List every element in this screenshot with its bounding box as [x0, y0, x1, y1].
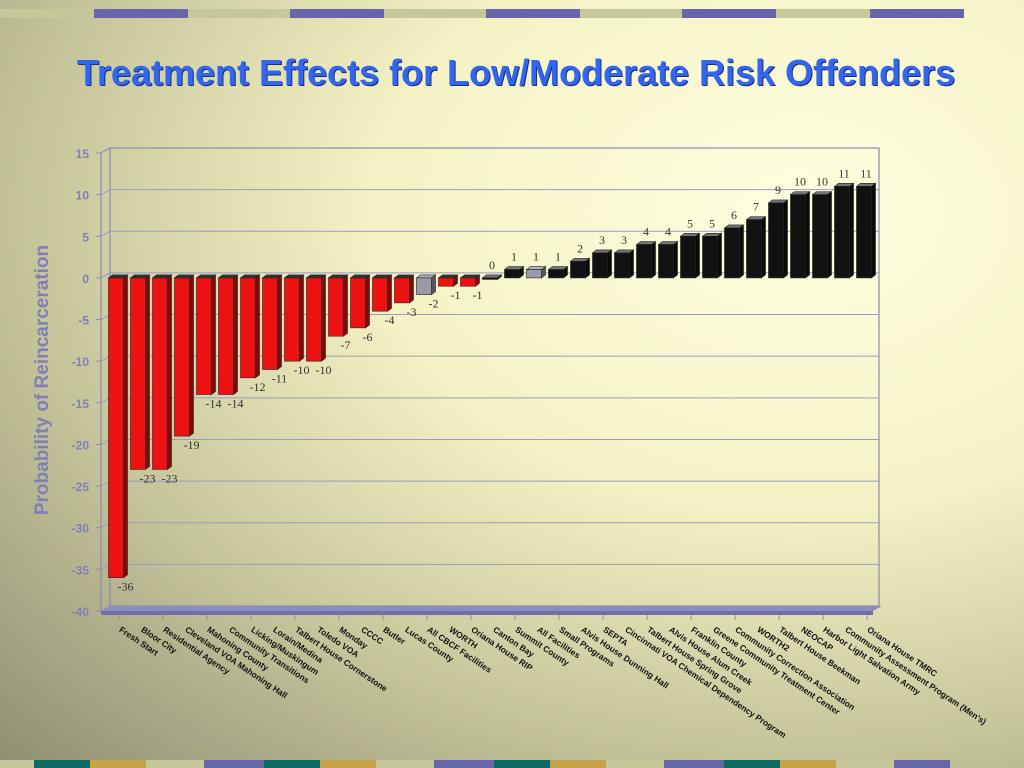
- bar: [789, 191, 811, 279]
- y-tick-label: -40: [72, 605, 90, 619]
- bar-value-label: 2: [577, 241, 583, 255]
- bar: [679, 232, 701, 279]
- bar-value-label: -36: [118, 580, 134, 594]
- bar: [811, 191, 833, 279]
- gridline: [100, 314, 879, 320]
- y-tick-label: 10: [76, 189, 90, 203]
- y-tick-label: -10: [72, 355, 90, 369]
- bar-value-label: 1: [555, 250, 561, 264]
- bar: [173, 274, 195, 437]
- y-tick-label: -15: [72, 397, 90, 411]
- x-category-label: Community Assessment Program (Men's): [843, 624, 988, 726]
- bar: [129, 274, 151, 471]
- gridline: [100, 438, 879, 445]
- y-tick-label: -35: [72, 563, 90, 577]
- x-category-label: Butler: [381, 624, 408, 646]
- y-tick-label: 15: [76, 147, 90, 161]
- bar: [327, 274, 349, 337]
- y-tick-label: 0: [82, 272, 89, 286]
- gridline: [100, 563, 879, 570]
- bar-value-label: -6: [363, 330, 373, 344]
- bar-value-label: -4: [385, 313, 395, 327]
- bar-value-label: -14: [206, 396, 222, 410]
- bar: [415, 274, 437, 296]
- plot-floor: [101, 606, 882, 611]
- bar-value-label: 5: [687, 216, 693, 230]
- bar-value-label: -12: [250, 380, 266, 394]
- bar-value-label: 6: [731, 208, 737, 222]
- bar: [701, 232, 723, 279]
- bar-value-label: -14: [228, 396, 244, 410]
- bar-value-label: -1: [451, 288, 461, 302]
- bar-value-label: 9: [775, 183, 781, 197]
- bar: [239, 274, 261, 379]
- bar-value-label: 3: [599, 233, 605, 247]
- bar: [723, 224, 745, 279]
- y-tick-label: 5: [82, 230, 89, 244]
- bar-value-label: -23: [162, 471, 178, 485]
- bar: [745, 216, 767, 279]
- bar: [481, 274, 503, 281]
- bar-value-label: 10: [816, 175, 828, 189]
- y-tick-label: -30: [72, 522, 90, 536]
- bar-value-label: -3: [407, 305, 417, 319]
- bar-value-label: 11: [838, 166, 850, 180]
- bar: [459, 274, 481, 287]
- bar: [151, 274, 173, 471]
- bar-value-label: -1: [473, 288, 483, 302]
- gridline: [100, 355, 879, 362]
- bar-value-label: 4: [665, 225, 671, 239]
- bar-value-label: 11: [860, 166, 872, 180]
- bar: [195, 274, 217, 396]
- bar: [217, 274, 239, 396]
- bar-value-label: -10: [294, 363, 310, 377]
- y-tick-label: -20: [72, 438, 90, 452]
- top-accent-stripe: [0, 9, 1024, 18]
- bar-value-label: -10: [316, 363, 332, 377]
- gridline: [100, 147, 879, 154]
- bar-value-label: 1: [511, 250, 517, 264]
- gridline: [100, 480, 879, 487]
- gridline: [100, 522, 879, 529]
- bar: [657, 241, 679, 279]
- bar: [305, 274, 327, 362]
- bar: [591, 249, 613, 279]
- bar-value-label: -2: [429, 297, 439, 311]
- bar: [107, 274, 129, 579]
- bar: [855, 182, 877, 279]
- bar-value-label: -7: [341, 338, 351, 352]
- bar: [547, 265, 569, 279]
- bottom-accent-stripe: [0, 760, 1024, 768]
- bar: [371, 274, 393, 312]
- bar-value-label: 10: [794, 175, 806, 189]
- bar-value-label: -19: [184, 438, 200, 452]
- bar-value-label: 1: [533, 250, 539, 264]
- bar-value-label: 4: [643, 225, 649, 239]
- bar: [349, 274, 371, 329]
- bar: [833, 182, 855, 279]
- bar-value-label: 3: [621, 233, 627, 247]
- y-tick-label: -5: [78, 314, 89, 328]
- bar: [635, 241, 657, 279]
- bar: [393, 274, 415, 304]
- bar-value-label: -23: [140, 471, 156, 485]
- bar: [283, 274, 305, 362]
- y-tick-label: -25: [72, 480, 90, 494]
- bar: [613, 249, 635, 279]
- bar: [767, 199, 789, 279]
- gridline: [100, 189, 879, 196]
- bar-value-label: 7: [753, 200, 759, 214]
- chart-title: Treatment Effects for Low/Moderate Risk …: [76, 52, 956, 93]
- bar: [525, 265, 547, 279]
- bar: [569, 257, 591, 279]
- bar-value-label: 5: [709, 216, 715, 230]
- bar-value-label: -11: [272, 372, 288, 386]
- bar: [437, 274, 459, 287]
- y-axis-label: Probability of Reincarceration: [32, 245, 53, 515]
- bar-value-label: 0: [489, 258, 495, 272]
- bar: [261, 274, 283, 371]
- bar: [503, 265, 525, 279]
